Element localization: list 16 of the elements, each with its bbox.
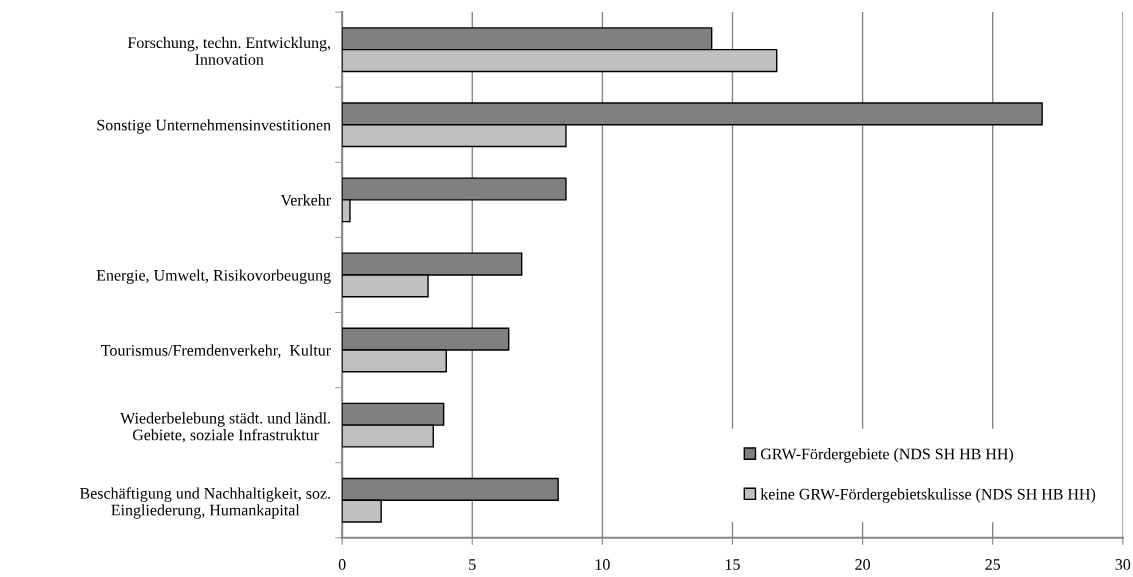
y-tick-label: Sonstige Unternehmensinvestitionen — [97, 119, 331, 134]
x-tick-label: 15 — [725, 559, 740, 570]
legend-label: keine GRW-Fördergebietskulisse (NDS SH HB HH) — [760, 488, 1096, 503]
y-tick-label: Forschung, techn. Entwicklung, Innovation — [127, 36, 331, 65]
y-tick-label: Wiederbelebung städt. und ländl. Gebiete, soziale Infrastruktur — [120, 412, 330, 443]
y-tick-label: Energie, Umwelt, Risikovorbeugung — [96, 269, 331, 284]
x-tick-label: 0 — [338, 559, 346, 570]
legend-label: GRW-Fördergebiete (NDS SH HB HH) — [760, 448, 1014, 463]
y-tick-label: Beschäftigung und Nachhaltigkeit, soz. Eingliederung, Humankapital — [80, 487, 330, 519]
x-tick-label: 25 — [985, 559, 1001, 570]
x-tick-label: 20 — [855, 559, 870, 570]
x-tick-label: 10 — [595, 559, 610, 570]
x-tick-label: 5 — [469, 559, 476, 570]
x-tick-label: 30 — [1115, 559, 1131, 570]
y-tick-label: Verkehr — [280, 194, 331, 206]
y-tick-label: Tourismus/Fremdenverkehr, Kultur — [101, 344, 331, 359]
